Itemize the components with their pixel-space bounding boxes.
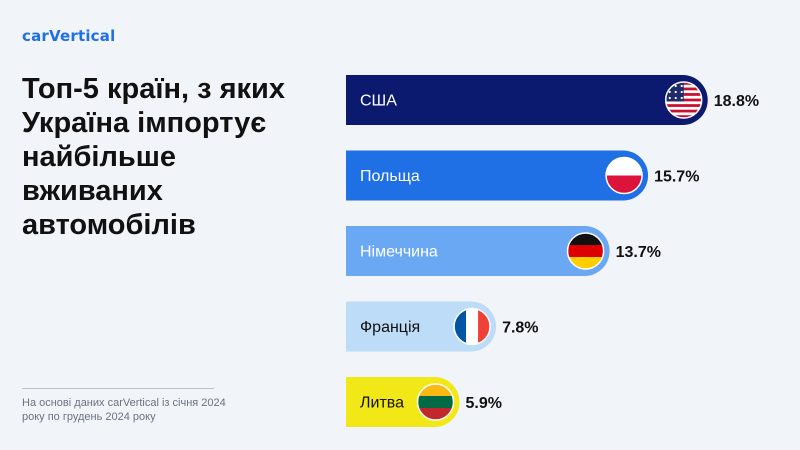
- category-label: Франція: [360, 319, 420, 336]
- lithuania-flag-icon: [416, 383, 455, 421]
- value-label: 5.9%: [466, 395, 502, 412]
- category-label: Німеччина: [360, 244, 438, 261]
- footnote: На основі даних carVertical із січня 202…: [22, 397, 226, 423]
- poland-flag-icon: [605, 156, 643, 195]
- category-label: Литва: [360, 395, 404, 412]
- category-label: США: [360, 93, 397, 110]
- bar-group: Німеччина 13.7%: [346, 226, 661, 276]
- value-label: 15.7%: [654, 169, 699, 186]
- bar: [346, 75, 708, 125]
- value-label: 13.7%: [616, 244, 661, 261]
- category-label: Польща: [360, 168, 420, 185]
- bar-group: Литва 5.9%: [346, 377, 502, 427]
- germany-flag-icon: [566, 232, 605, 270]
- footnote-divider: [22, 388, 214, 389]
- carvertical-logo: carVertical: [22, 27, 116, 45]
- bar-group: США 18.8%: [346, 75, 759, 125]
- value-label: 18.8%: [714, 93, 759, 110]
- value-label: 7.8%: [502, 320, 538, 337]
- page-title: Топ-5 країн, з яких Україна імпортує най…: [22, 73, 285, 241]
- bar-group: Польща 15.7%: [346, 150, 699, 201]
- bar-group: Франція 7.8%: [346, 301, 539, 352]
- bar: [346, 150, 649, 201]
- france-flag-icon: [453, 307, 491, 346]
- bar: [346, 226, 610, 276]
- us-flag-icon: [664, 81, 703, 119]
